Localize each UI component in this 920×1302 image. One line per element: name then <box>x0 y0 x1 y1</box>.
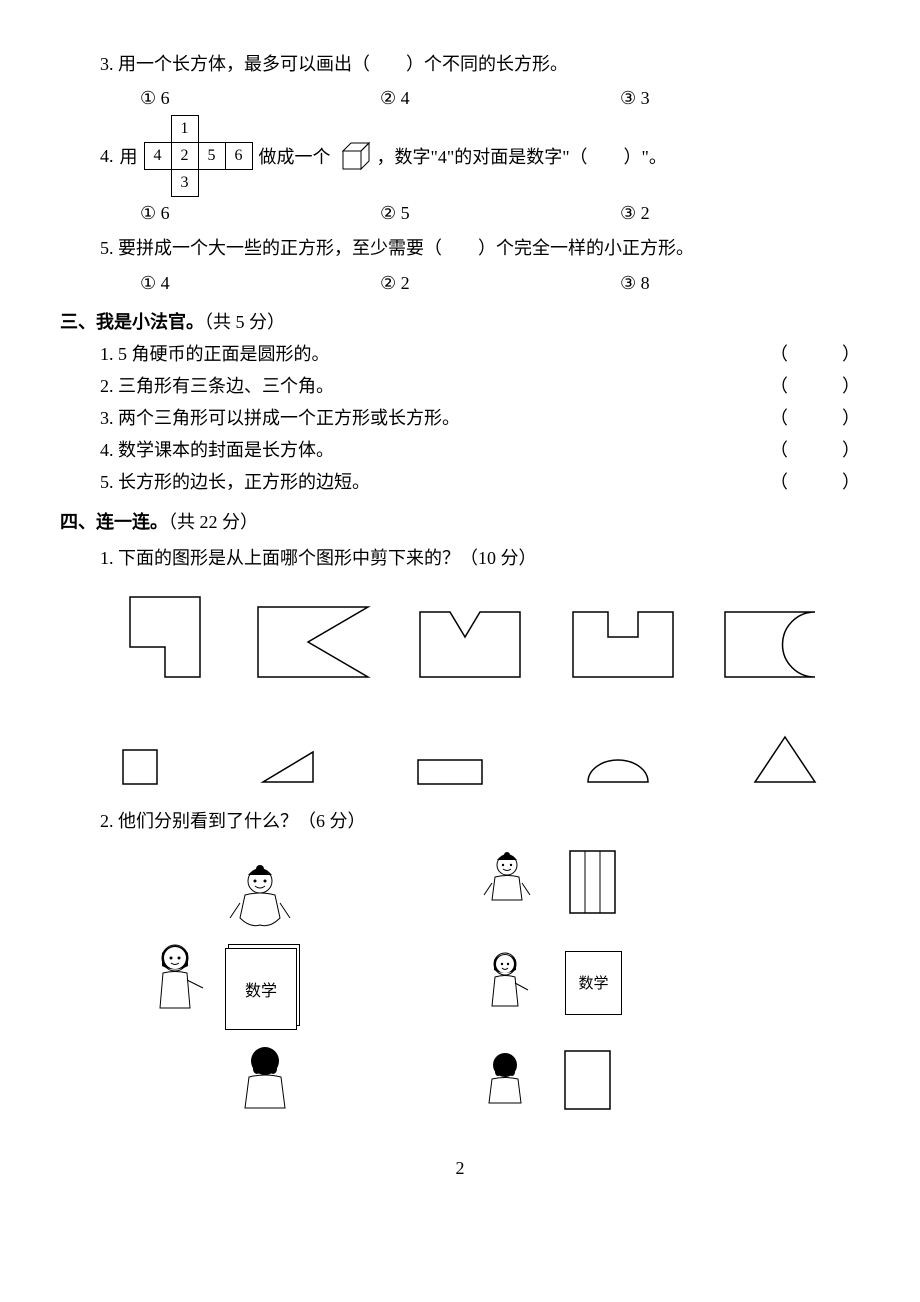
q5-opt-3: ③ 8 <box>620 273 860 294</box>
view-pair-1 <box>480 848 620 918</box>
page-number: 2 <box>60 1158 860 1179</box>
kids-scene: 数学 <box>140 848 380 1128</box>
tf-2-text: 2. 三角形有三条边、三个角。 <box>100 372 770 398</box>
views-question: 数学 <box>60 848 860 1128</box>
sec3-title: 三、我是小法官。 <box>60 312 204 332</box>
q3-options: ① 6 ② 4 ③ 3 <box>60 88 860 109</box>
sec3-points: （共 5 分） <box>204 312 285 332</box>
q5-options: ① 4 ② 2 ③ 8 <box>60 273 860 294</box>
piece-rect <box>415 757 485 787</box>
tf-3-blank: （ ） <box>770 404 860 430</box>
cutout-shapes-row <box>60 582 860 692</box>
q4: 4. 用 1 4 2 5 6 3 做成一个 ，数字"4"的对面是数字"（ ）"。 <box>60 115 860 197</box>
book-front: 数学 <box>225 948 297 1030</box>
q4-pre: 用 <box>120 143 138 169</box>
net-cell-2: 2 <box>171 143 198 170</box>
kid-left-icon <box>145 938 215 1028</box>
tf-2: 2. 三角形有三条边、三个角。 （ ） <box>60 372 860 398</box>
tf-1: 1. 5 角硬币的正面是圆形的。 （ ） <box>60 340 860 366</box>
q5-text: 要拼成一个大一些的正方形，至少需要（ ）个完全一样的小正方形。 <box>118 238 694 258</box>
tf-2-blank: （ ） <box>770 372 860 398</box>
view-spine <box>565 848 620 918</box>
q3-opt-2: ② 4 <box>380 88 620 109</box>
sec4-sub1: 1. 下面的图形是从上面哪个图形中剪下来的？（10 分） <box>60 542 860 574</box>
q3: 3. 用一个长方体，最多可以画出（ ）个不同的长方形。 <box>60 48 860 80</box>
shape-triangle-cut <box>253 602 373 682</box>
shape-rect-cut <box>568 607 678 682</box>
kid-top-icon <box>225 863 295 943</box>
shape-L-cut <box>120 592 210 682</box>
q5-opt-2: ② 2 <box>380 273 620 294</box>
q3-text: 用一个长方体，最多可以画出（ ）个不同的长方形。 <box>118 54 568 74</box>
q4-num: 4. <box>100 146 114 167</box>
tf-4: 4. 数学课本的封面是长方体。 （ ） <box>60 436 860 462</box>
piece-semicircle <box>583 757 653 787</box>
view-pair-2: 数学 <box>480 948 622 1018</box>
net-cell-4: 4 <box>144 143 171 170</box>
tf-5-text: 5. 长方形的边长，正方形的边短。 <box>100 468 770 494</box>
tf-1-blank: （ ） <box>770 340 860 366</box>
sec4-points: （共 22 分） <box>168 512 258 532</box>
piece-square <box>120 747 160 787</box>
net-cell-3: 3 <box>171 170 198 197</box>
sec4-sub2: 2. 他们分别看到了什么？（6 分） <box>60 805 860 837</box>
q3-opt-3: ③ 3 <box>620 88 860 109</box>
tf-5: 5. 长方形的边长，正方形的边短。 （ ） <box>60 468 860 494</box>
kid-left-small-icon <box>480 948 535 1018</box>
kid-bottom-small-icon <box>480 1050 530 1110</box>
tf-3-text: 3. 两个三角形可以拼成一个正方形或长方形。 <box>100 404 770 430</box>
q3-opt-1: ① 6 <box>140 88 380 109</box>
q4-opt-1: ① 6 <box>140 203 380 224</box>
section-4-head: 四、连一连。（共 22 分） <box>60 508 860 534</box>
q4-opt-2: ② 5 <box>380 203 620 224</box>
q3-num: 3. <box>100 54 114 74</box>
piece-triangle <box>258 747 318 787</box>
cut-pieces-row <box>60 692 860 797</box>
net-cell-5: 5 <box>198 143 225 170</box>
shape-notch-cut <box>415 607 525 682</box>
sec4-title: 四、连一连。 <box>60 512 168 532</box>
net-cell-1: 1 <box>171 116 198 143</box>
tf-3: 3. 两个三角形可以拼成一个正方形或长方形。 （ ） <box>60 404 860 430</box>
tf-1-text: 1. 5 角硬币的正面是圆形的。 <box>100 340 770 366</box>
q4-mid: 做成一个 <box>259 143 331 169</box>
q4-post: ，数字"4"的对面是数字"（ ）"。 <box>377 143 667 169</box>
cube-net-diagram: 1 4 2 5 6 3 <box>144 115 253 197</box>
cube-icon <box>337 139 371 173</box>
q5-num: 5. <box>100 238 114 258</box>
net-cell-6: 6 <box>225 143 252 170</box>
view-blank <box>560 1048 615 1113</box>
kid-top-small-icon <box>480 850 535 915</box>
q5: 5. 要拼成一个大一些的正方形，至少需要（ ）个完全一样的小正方形。 <box>60 232 860 264</box>
section-3-head: 三、我是小法官。（共 5 分） <box>60 308 860 334</box>
q4-opt-3: ③ 2 <box>620 203 860 224</box>
q4-options: ① 6 ② 5 ③ 2 <box>60 203 860 224</box>
piece-big-triangle <box>750 732 820 787</box>
q5-opt-1: ① 4 <box>140 273 380 294</box>
views-column: 数学 <box>480 848 622 1128</box>
tf-4-blank: （ ） <box>770 436 860 462</box>
shape-arc-cut <box>720 607 820 682</box>
kid-bottom-icon <box>235 1043 295 1118</box>
view-pair-3 <box>480 1048 615 1113</box>
view-front: 数学 <box>565 951 622 1015</box>
tf-5-blank: （ ） <box>770 468 860 494</box>
tf-4-text: 4. 数学课本的封面是长方体。 <box>100 436 770 462</box>
